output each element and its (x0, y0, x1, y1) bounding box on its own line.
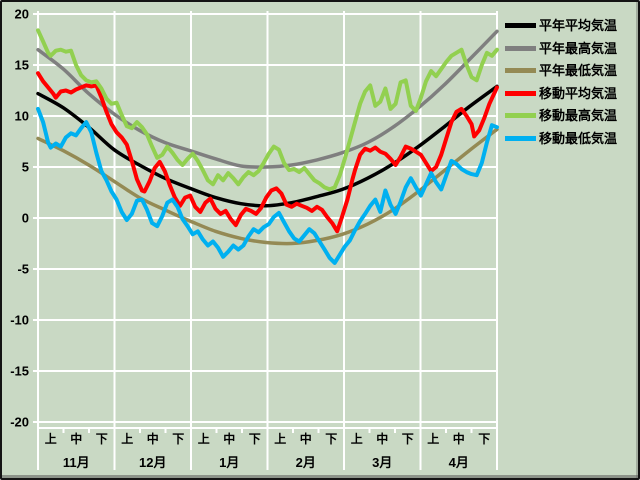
month-label: 11月 (63, 455, 90, 470)
legend-line-swatch (505, 135, 536, 141)
y-axis-tick-label: -15 (10, 364, 29, 379)
legend-line-swatch (505, 23, 536, 28)
y-axis-tick-label: -5 (17, 262, 29, 277)
chart-legend: 平年平均気温 平年最高気温 平年最低気温 移動平均気温 移動最高気温 移動最低気… (505, 18, 635, 153)
period-label: 上 (45, 431, 57, 446)
legend-item-normal-max: 平年最高気温 (505, 41, 635, 56)
legend-line-swatch (505, 68, 536, 73)
legend-item-moving-min: 移動最低気温 (505, 131, 635, 146)
month-label: 1月 (219, 455, 239, 470)
y-axis-tick-label: 0 (22, 211, 29, 226)
series-line-normal-mean (36, 84, 499, 208)
period-label: 中 (300, 431, 312, 446)
period-label: 上 (121, 431, 133, 446)
y-axis-tick-label: -10 (10, 313, 29, 328)
period-label: 上 (274, 431, 286, 446)
legend-label: 平年平均気温 (539, 18, 618, 33)
period-label: 下 (96, 432, 108, 446)
legend-label: 移動最高気温 (539, 108, 618, 123)
period-label: 下 (172, 432, 184, 446)
series-line-moving-mean (36, 71, 499, 234)
month-label: 2月 (296, 455, 316, 470)
y-axis-tick-label: 15 (15, 58, 29, 73)
month-label: 12月 (139, 455, 166, 470)
period-label: 下 (478, 432, 490, 446)
period-label: 中 (223, 431, 235, 446)
month-label: 3月 (372, 455, 392, 470)
legend-label: 平年最低気温 (539, 63, 618, 78)
y-axis-tick-label: -20 (10, 415, 29, 430)
legend-label: 移動平均気温 (539, 85, 618, 101)
period-label: 下 (325, 432, 337, 446)
y-axis-tick-label: 5 (22, 160, 29, 175)
legend-item-normal-min: 平年最低気温 (505, 63, 635, 78)
legend-line-swatch (505, 113, 536, 118)
period-label: 下 (249, 432, 261, 446)
period-label: 中 (70, 431, 82, 446)
period-label: 上 (198, 431, 210, 446)
legend-line-swatch (505, 45, 536, 51)
period-label: 中 (376, 431, 388, 446)
series-line-moving-max (36, 28, 499, 192)
period-label: 中 (453, 431, 465, 446)
period-label: 下 (402, 432, 414, 446)
month-label: 4月 (449, 455, 469, 470)
legend-item-normal-mean: 平年平均気温 (505, 18, 635, 33)
series-line-moving-min (36, 106, 499, 265)
legend-line-swatch (505, 90, 536, 96)
y-axis-tick-label: 10 (15, 109, 29, 124)
legend-label: 移動最低気温 (539, 130, 618, 146)
legend-item-moving-mean: 移動平均気温 (505, 86, 635, 101)
legend-item-moving-max: 移動最高気温 (505, 108, 635, 123)
period-label: 上 (351, 431, 363, 446)
y-axis-tick-label: 20 (15, 7, 29, 22)
period-label: 上 (427, 431, 439, 446)
period-label: 中 (147, 431, 159, 446)
legend-label: 平年最高気温 (539, 40, 618, 56)
